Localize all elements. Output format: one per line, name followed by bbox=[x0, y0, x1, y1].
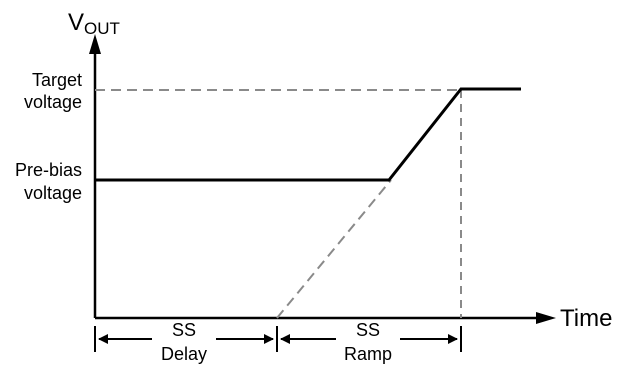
ss-delay-label-line1: SS bbox=[172, 320, 196, 340]
y-axis-arrowhead bbox=[89, 34, 101, 54]
target-voltage-label-line2: voltage bbox=[24, 92, 82, 112]
ss-ramp-label-line1: SS bbox=[356, 320, 380, 340]
x-axis-arrowhead bbox=[536, 312, 556, 324]
ideal-ramp-guide bbox=[276, 179, 392, 319]
ss-delay-label-line2: Delay bbox=[161, 344, 207, 364]
y-axis-label-subscript: OUT bbox=[84, 19, 120, 38]
prebias-voltage-label-line1: Pre-bias bbox=[15, 160, 82, 180]
prebias-voltage-label-line2: voltage bbox=[24, 183, 82, 203]
y-axis-label: VOUT bbox=[68, 9, 120, 38]
x-axis-label: Time bbox=[560, 305, 612, 332]
ss-ramp-label-line2: Ramp bbox=[344, 344, 392, 364]
target-voltage-label-line1: Target bbox=[32, 70, 82, 90]
ss-ramp-label-bg bbox=[336, 322, 400, 364]
y-axis-label-main: V bbox=[68, 9, 84, 36]
ss-delay-label-bg bbox=[152, 322, 216, 364]
vout-trace bbox=[95, 87, 521, 182]
